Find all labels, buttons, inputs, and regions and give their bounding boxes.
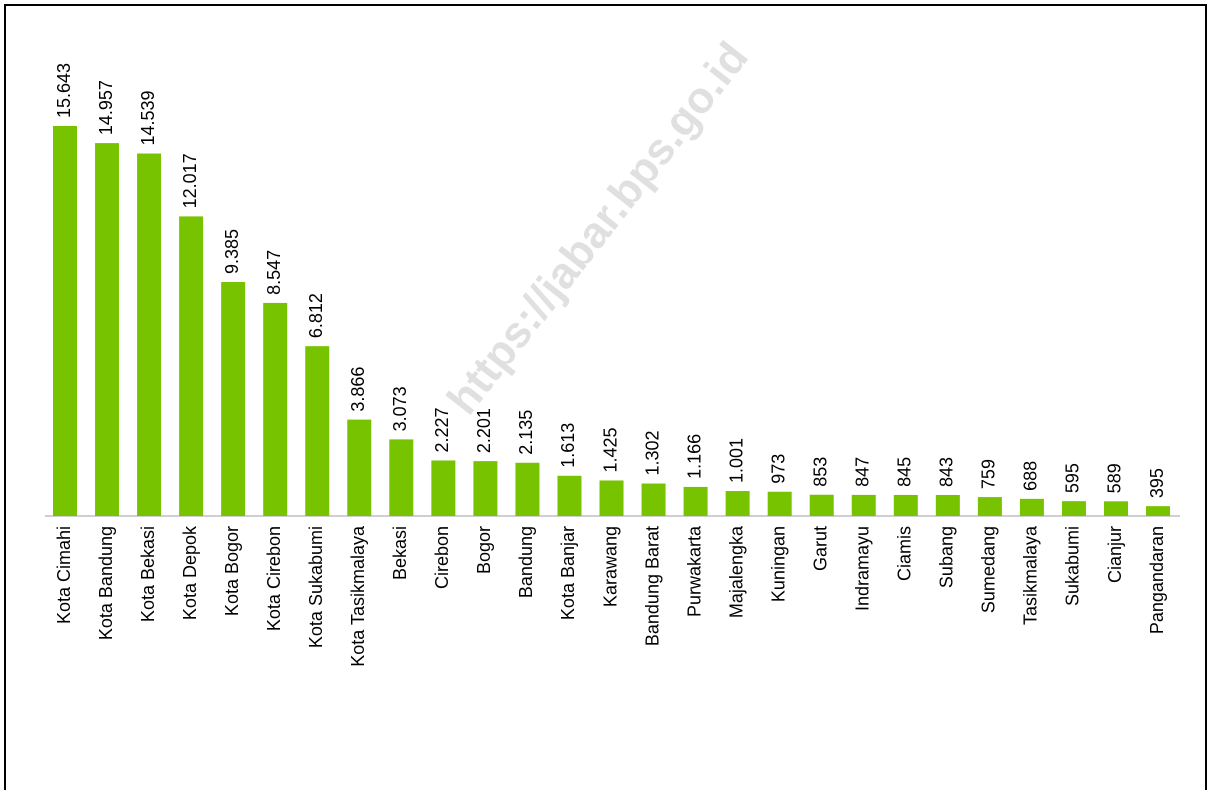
bar	[641, 483, 666, 516]
value-label: 688	[1021, 461, 1041, 491]
value-label: 853	[810, 457, 830, 487]
bar	[347, 419, 372, 516]
value-label: 1.302	[642, 430, 662, 475]
x-tick-label: Garut	[810, 526, 830, 571]
x-tick-label: Bandung Barat	[642, 526, 662, 646]
x-tick-label: Kuningan	[768, 526, 788, 602]
value-label: 595	[1063, 463, 1083, 493]
watermark: https://jabar.bps.go.id	[438, 33, 758, 423]
bar	[725, 491, 750, 516]
value-label: 15.643	[54, 63, 74, 118]
bar	[473, 461, 498, 516]
bar	[53, 126, 77, 516]
bar	[1146, 506, 1171, 516]
value-label: 843	[937, 457, 957, 487]
bar	[263, 302, 288, 516]
x-tick-label: Tasikmalaya	[1021, 525, 1041, 625]
bar	[305, 346, 330, 516]
value-label: 3.073	[390, 386, 410, 431]
value-label: 1.001	[726, 438, 746, 483]
x-tick-label: Indramayu	[853, 526, 873, 611]
bar	[179, 216, 204, 516]
value-label: 2.201	[474, 408, 494, 453]
value-label: 395	[1147, 468, 1167, 498]
value-label: 589	[1105, 463, 1125, 493]
value-label: 6.812	[306, 293, 326, 338]
bar	[137, 153, 162, 516]
value-label: 1.425	[600, 427, 620, 472]
bar	[683, 486, 708, 516]
value-label: 8.547	[264, 250, 284, 295]
x-tick-label: Karawang	[600, 526, 620, 607]
value-label: 14.539	[138, 90, 158, 145]
bar	[599, 480, 624, 516]
value-label: 12.017	[180, 153, 200, 208]
x-tick-label: Kota Cirebon	[264, 526, 284, 631]
bar	[935, 494, 960, 516]
plot: 15.643 Kota Cimahi 14.957 Kota Bandung 14.53…	[53, 63, 1171, 667]
value-label: 9.385	[222, 229, 242, 274]
x-tick-label: Sukabumi	[1063, 526, 1083, 606]
x-tick-label: Kota Banjar	[558, 526, 578, 620]
x-tick-label: Pangandaran	[1147, 526, 1167, 634]
value-label: 759	[979, 459, 999, 489]
x-tick-label: Subang	[937, 526, 957, 588]
x-tick-label: Cianjur	[1105, 526, 1125, 583]
bar	[431, 460, 456, 516]
bar	[893, 494, 918, 516]
x-tick-label: Kota Cimahi	[54, 526, 74, 624]
bar	[809, 494, 834, 516]
x-tick-label: Cirebon	[432, 526, 452, 589]
x-tick-label: Sumedang	[979, 526, 999, 613]
bar	[95, 143, 120, 517]
x-tick-label: Kota Bekasi	[138, 526, 158, 622]
x-tick-label: Bandung	[516, 526, 536, 598]
value-label: 1.166	[684, 434, 704, 479]
x-tick-label: Majalengka	[726, 525, 746, 618]
frame	[4, 4, 1207, 790]
value-label: 973	[768, 454, 788, 484]
x-tick-label: Kota Tasikmalaya	[348, 525, 368, 667]
x-tick-label: Kota Sukabumi	[306, 526, 326, 648]
value-label: 845	[895, 457, 915, 487]
bar	[851, 494, 876, 516]
x-tick-label: Ciamis	[895, 526, 915, 581]
value-label: 847	[853, 457, 873, 487]
x-tick-label: Purwakarta	[684, 525, 704, 617]
value-label: 2.227	[432, 407, 452, 452]
bar	[1019, 498, 1044, 516]
bar	[515, 462, 540, 516]
x-tick-label: Kota Bandung	[96, 526, 116, 640]
x-tick-label: Bogor	[474, 526, 494, 574]
value-label: 2.135	[516, 410, 536, 455]
x-tick-label: Kota Bogor	[222, 526, 242, 616]
value-label: 14.957	[96, 80, 116, 135]
bar	[221, 282, 246, 516]
bar	[1104, 501, 1128, 516]
bar	[977, 497, 1002, 516]
value-label: 1.613	[558, 423, 578, 468]
bar	[1061, 501, 1086, 516]
x-tick-label: Bekasi	[390, 526, 410, 580]
bar	[557, 475, 582, 516]
bar	[389, 439, 414, 516]
value-label: 3.866	[348, 367, 368, 412]
bar	[767, 491, 792, 516]
x-tick-label: Kota Depok	[180, 525, 200, 620]
